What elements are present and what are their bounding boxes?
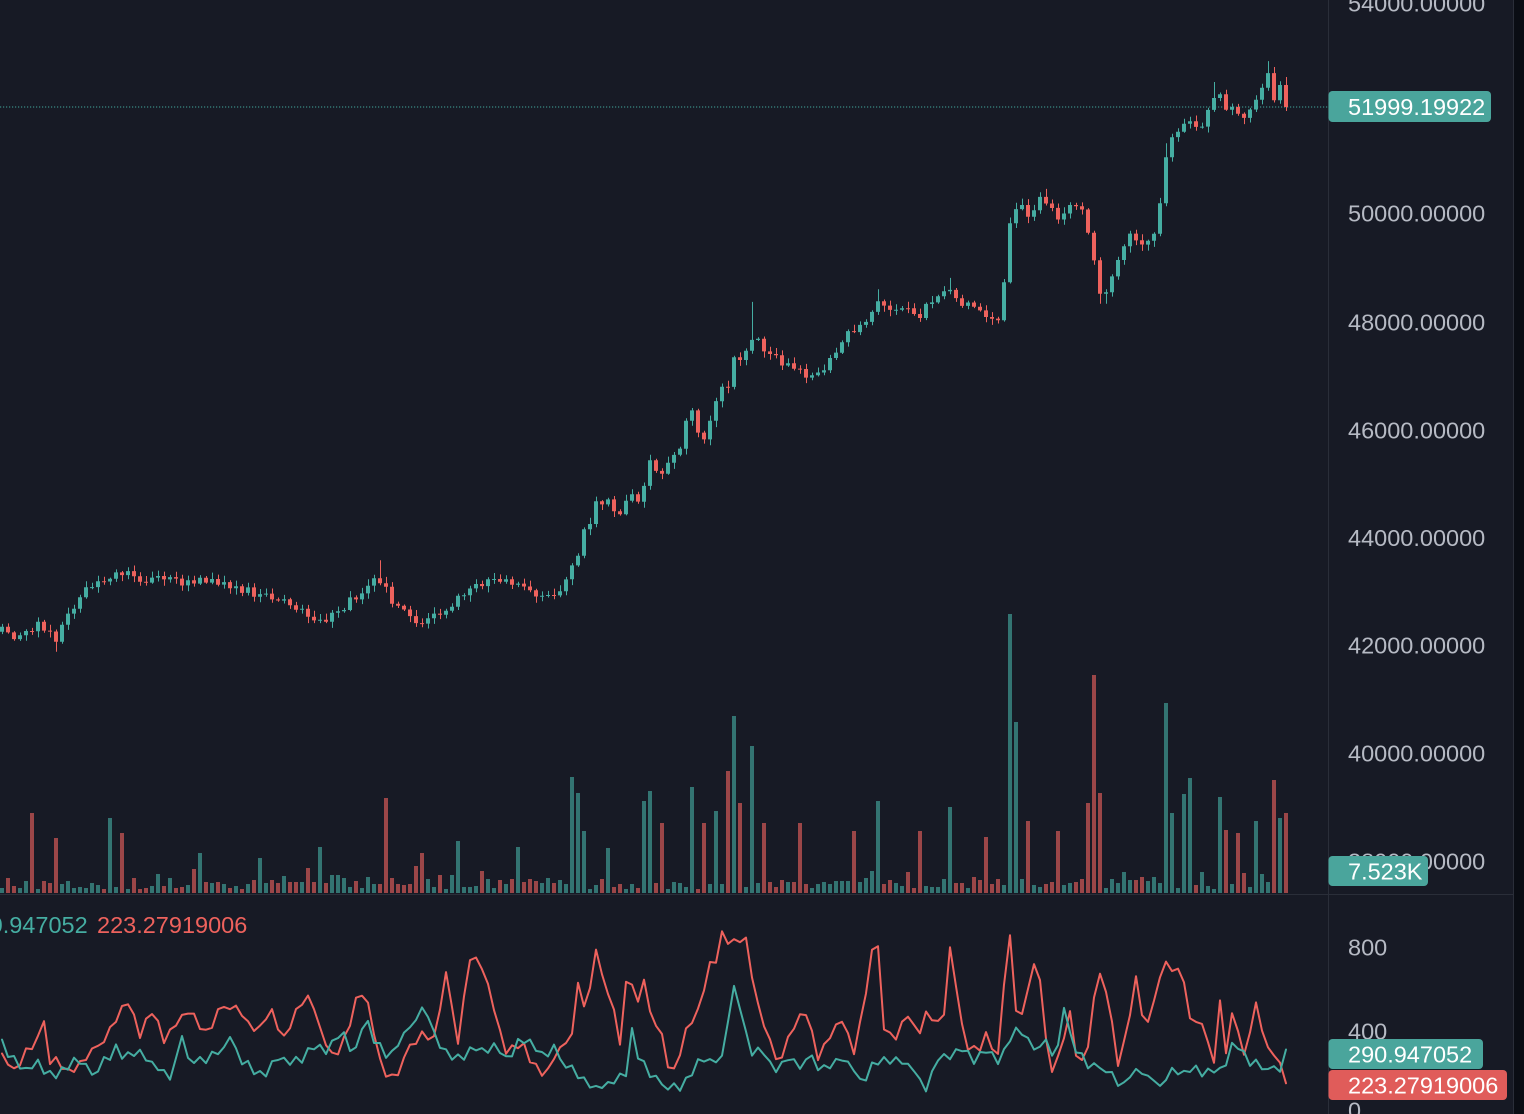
svg-text:7.523K: 7.523K bbox=[1348, 858, 1423, 884]
svg-text:40000.00000: 40000.00000 bbox=[1348, 740, 1485, 766]
svg-text:290.947052: 290.947052 bbox=[0, 912, 88, 938]
svg-text:800: 800 bbox=[1348, 934, 1387, 960]
svg-text:42000.00000: 42000.00000 bbox=[1348, 632, 1485, 658]
svg-text:0: 0 bbox=[1348, 1097, 1361, 1114]
svg-text:50000.00000: 50000.00000 bbox=[1348, 200, 1485, 226]
svg-text:46000.00000: 46000.00000 bbox=[1348, 417, 1485, 443]
svg-text:223.27919006: 223.27919006 bbox=[97, 912, 247, 938]
svg-text:54000.00000: 54000.00000 bbox=[1348, 0, 1485, 16]
svg-text:44000.00000: 44000.00000 bbox=[1348, 525, 1485, 551]
svg-text:290.947052: 290.947052 bbox=[1348, 1041, 1472, 1067]
svg-text:48000.00000: 48000.00000 bbox=[1348, 309, 1485, 335]
svg-text:51999.19922: 51999.19922 bbox=[1348, 94, 1485, 120]
svg-text:223.27919006: 223.27919006 bbox=[1348, 1072, 1498, 1098]
